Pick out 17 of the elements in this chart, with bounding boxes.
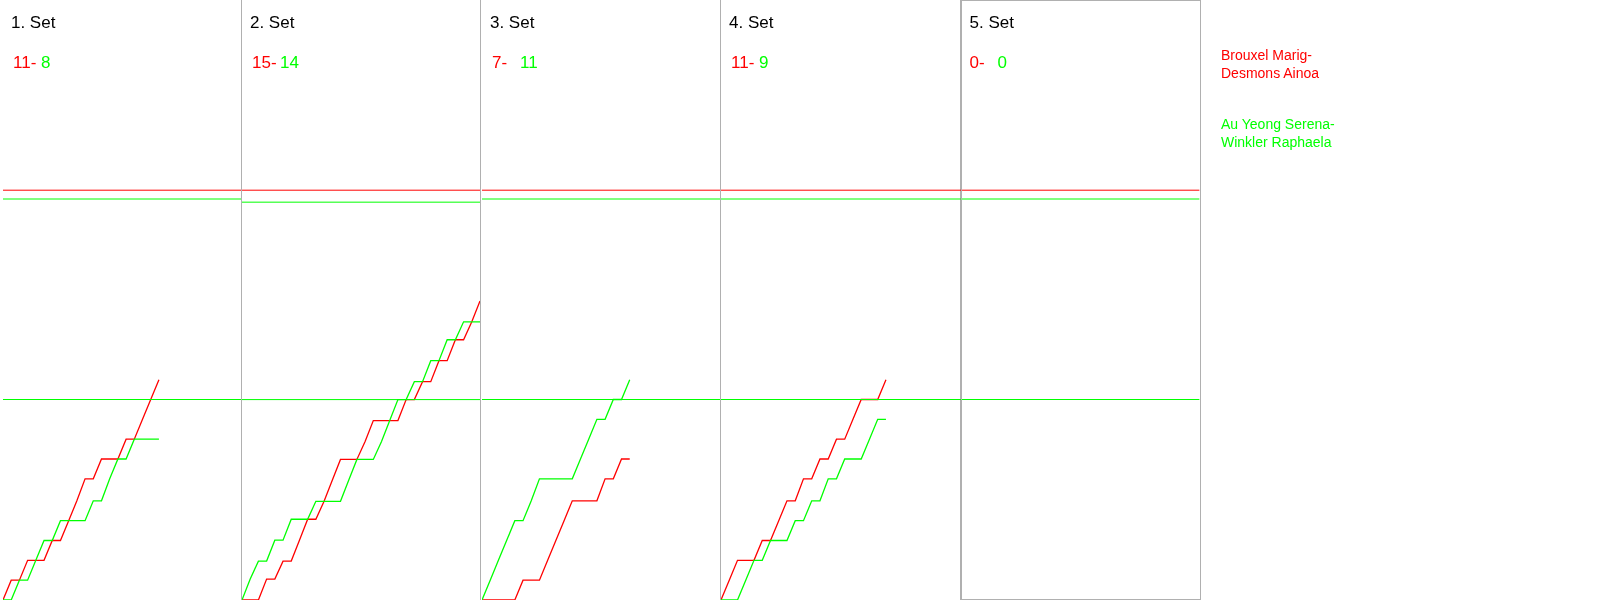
text: 0 xyxy=(997,53,1008,73)
text: 9 xyxy=(759,53,769,72)
text: 11- xyxy=(13,53,37,72)
text: 11- xyxy=(731,53,755,72)
text: 14 xyxy=(280,53,300,72)
text: Brouxel Marig-Desmons Ainoa xyxy=(1221,47,1320,82)
text: Au Yeong Serena-Winkler Raphaela xyxy=(1221,116,1336,151)
text: 11 xyxy=(519,53,538,72)
chart-title: 4. Set xyxy=(729,13,774,33)
text: 15- xyxy=(252,53,277,72)
text: 0- xyxy=(969,53,985,73)
text: 7- xyxy=(491,53,507,72)
text: 5. Set xyxy=(969,13,1015,33)
chart-title: 3. Set xyxy=(489,13,535,33)
text: 8 xyxy=(41,53,51,72)
chart-title: 2. Set xyxy=(250,13,296,33)
chart-title: 1. Set xyxy=(10,13,56,33)
